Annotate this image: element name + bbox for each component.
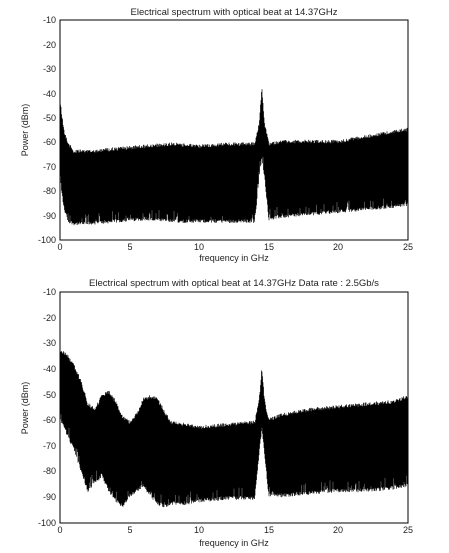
- chart-1-spectrum-trace-1: [59, 89, 409, 226]
- chart-1-plot-frame: [59, 19, 409, 241]
- chart-1-y-axis: -10 -20 -30 -40 -50 -60 -70 -80 -90 -100: [38, 15, 56, 245]
- chart-2-plot-frame: [59, 291, 409, 524]
- chart-2-y-tick-label: -100: [38, 518, 56, 528]
- chart-2-x-tick-label: 25: [403, 525, 413, 535]
- chart-2-y-tick-label: -70: [43, 441, 56, 451]
- chart-2-x-axis-label: frequency in GHz: [199, 538, 269, 548]
- chart-panel-2: Electrical spectrum with optical beat at…: [20, 278, 413, 548]
- chart-2-x-tick-label: 20: [333, 525, 343, 535]
- chart-2-x-tick-label: 10: [194, 525, 204, 535]
- chart-1-y-tick-label: -50: [43, 113, 56, 123]
- chart-1-y-tick-label: -10: [43, 15, 56, 25]
- chart-1-x-tick-label: 25: [403, 242, 413, 252]
- chart-2-title: Electrical spectrum with optical beat at…: [89, 278, 379, 289]
- chart-1-x-axis-label: frequency in GHz: [199, 253, 269, 263]
- chart-2-y-axis: -10 -20 -30 -40 -50 -60 -70 -80 -90 -100: [38, 287, 56, 528]
- chart-panel-1: Electrical spectrum with optical beat at…: [20, 7, 413, 263]
- chart-2-y-tick-label: -20: [43, 313, 56, 323]
- chart-1-x-tick-label: 20: [333, 242, 343, 252]
- chart-1-x-axis: 0 5 10 15 20 25: [57, 242, 413, 252]
- chart-1-x-tick-label: 5: [127, 242, 132, 252]
- chart-1-y-tick-label: -60: [43, 137, 56, 147]
- chart-2-x-axis: 0 5 10 15 20 25: [57, 525, 413, 535]
- chart-2-spectrum-trace-1: [59, 350, 409, 508]
- chart-2-y-tick-label: -10: [43, 287, 56, 297]
- chart-1-y-tick-label: -90: [43, 211, 56, 221]
- chart-2-y-tick-label: -50: [43, 390, 56, 400]
- chart-2-x-tick-label: 15: [264, 525, 274, 535]
- chart-2-y-axis-label: Power (dBm): [20, 382, 30, 435]
- chart-1-x-tick-label: 0: [57, 242, 62, 252]
- chart-1-y-tick-label: -70: [43, 162, 56, 172]
- chart-2-y-tick-label: -80: [43, 466, 56, 476]
- chart-2-y-tick-label: -60: [43, 415, 56, 425]
- chart-1-y-tick-label: -20: [43, 40, 56, 50]
- chart-2-series-layer: [59, 350, 409, 508]
- chart-2-y-tick-label: -30: [43, 338, 56, 348]
- chart-2-y-tick-label: -40: [43, 364, 56, 374]
- chart-1-y-tick-label: -40: [43, 89, 56, 99]
- chart-1-y-axis-label: Power (dBm): [20, 104, 30, 157]
- chart-2-x-tick-label: 5: [127, 525, 132, 535]
- chart-2-y-tick-label: -90: [43, 492, 56, 502]
- chart-2-x-tick-label: 0: [57, 525, 62, 535]
- chart-1-y-tick-label: -80: [43, 186, 56, 196]
- chart-1-y-tick-label: -100: [38, 235, 56, 245]
- chart-1-x-tick-label: 10: [194, 242, 204, 252]
- chart-1-y-tick-label: -30: [43, 64, 56, 74]
- chart-1-series-layer: [59, 89, 409, 226]
- chart-1-title: Electrical spectrum with optical beat at…: [131, 7, 338, 18]
- chart-1-x-tick-label: 15: [264, 242, 274, 252]
